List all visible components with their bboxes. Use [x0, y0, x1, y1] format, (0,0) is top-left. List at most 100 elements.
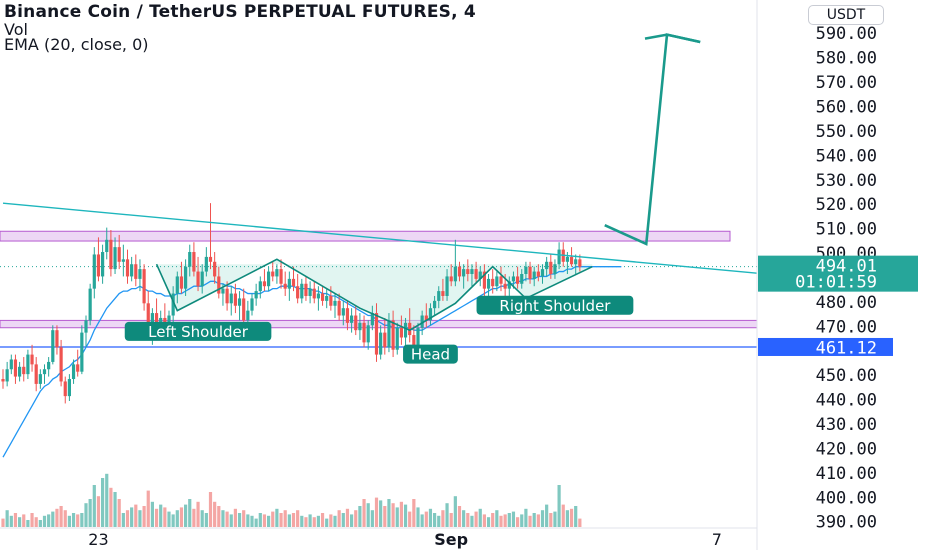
candle-body [22, 366, 26, 375]
pattern-label[interactable]: Left Shoulder [148, 323, 249, 341]
volume-bar [233, 508, 237, 527]
candle-body [1, 379, 5, 382]
volume-bar [22, 514, 26, 527]
volume-bar [200, 510, 204, 527]
volume-bar [540, 510, 545, 527]
candle-body [254, 291, 258, 299]
pattern-shading [156, 259, 593, 331]
x-tick-label: Sep [434, 530, 468, 549]
candle-body [130, 264, 134, 277]
y-tick-label: 470.00 [816, 317, 877, 337]
y-tick-label: 530.00 [816, 171, 877, 191]
volume-bar [345, 508, 350, 527]
candle-body [449, 276, 453, 282]
candle-body [545, 261, 549, 270]
candle-body [42, 369, 47, 375]
candle-body [333, 300, 337, 306]
candle-body [470, 269, 474, 274]
volume-bar [291, 513, 296, 527]
candle-body [379, 332, 383, 355]
candle-body [557, 249, 561, 265]
volume-bar [449, 513, 453, 527]
volume-bar [316, 515, 320, 527]
candle-body [204, 256, 208, 272]
candle-body [403, 322, 408, 338]
candle-body [420, 315, 424, 328]
volume-bar [5, 510, 9, 527]
candle-body [569, 256, 574, 265]
candle-body [13, 359, 18, 377]
candle-body [233, 293, 237, 306]
pattern-label-box[interactable] [124, 321, 272, 341]
candle-body [383, 332, 387, 348]
volume-bar [262, 514, 267, 527]
candle-body [179, 276, 184, 289]
candle-body [457, 266, 462, 277]
projection-arrowhead [644, 33, 701, 44]
candle-body [503, 283, 507, 289]
volume-bar [13, 513, 18, 527]
volume-bar [574, 506, 578, 527]
candle-body [395, 327, 399, 350]
pattern-label[interactable]: Right Shoulder [499, 297, 611, 315]
volume-bar [279, 513, 283, 527]
candle-body [358, 322, 362, 331]
volume-bar [1, 518, 5, 527]
candle-body [399, 327, 403, 338]
volume-bar [325, 518, 329, 527]
volume-bar [308, 514, 312, 527]
candle-body [237, 298, 242, 306]
candle-body [462, 269, 466, 277]
candle-body [146, 303, 150, 326]
candle-body [540, 269, 545, 277]
volume-legend[interactable]: Vol [4, 20, 28, 39]
candle-body [287, 278, 291, 289]
volume-bar [213, 501, 217, 527]
volume-bar [130, 507, 134, 527]
volume-bar [420, 514, 424, 527]
y-tick-label: 440.00 [816, 391, 877, 411]
volume-bar [516, 517, 520, 527]
candle-body [76, 364, 80, 372]
pattern-path[interactable] [155, 258, 593, 332]
volume-bar [30, 513, 34, 527]
candle-body [524, 266, 528, 274]
volume-bar [499, 515, 503, 527]
volume-bar [134, 504, 138, 527]
volume-bar [300, 515, 304, 527]
volume-bar [208, 492, 213, 527]
candle-body [138, 269, 142, 279]
volume-bar [38, 520, 42, 527]
candle-body [150, 313, 154, 326]
candle-body [142, 269, 146, 304]
volume-bar [121, 513, 125, 527]
candle-body [196, 271, 200, 287]
candle-body [30, 354, 34, 365]
ema-legend[interactable]: EMA (20, close, 0) [4, 35, 149, 54]
volume-bar [482, 514, 486, 527]
candle-body [553, 264, 557, 274]
current-price-tag[interactable] [758, 255, 918, 292]
currency-button[interactable]: USDT [808, 5, 884, 25]
volume-bar [92, 485, 96, 527]
candle-body [416, 327, 420, 355]
volume-bar [304, 517, 308, 527]
volume-bar [179, 507, 184, 527]
y-tick-label: 570.00 [816, 73, 877, 93]
support-price-tag[interactable] [758, 337, 893, 356]
pattern-label-box[interactable] [403, 344, 458, 364]
projection-arrow[interactable] [604, 33, 701, 246]
volume-bar [171, 514, 175, 527]
candle-body [578, 259, 582, 267]
volume-bar [225, 511, 229, 527]
candle-body [217, 276, 221, 294]
candle-body [320, 293, 325, 301]
pattern-label[interactable]: Head [411, 346, 450, 364]
volume-bar [80, 513, 84, 527]
descending-trendline[interactable] [2, 202, 758, 274]
volume-bar [408, 511, 412, 527]
volume-bar [34, 517, 38, 527]
pattern-label-box[interactable] [476, 295, 634, 315]
